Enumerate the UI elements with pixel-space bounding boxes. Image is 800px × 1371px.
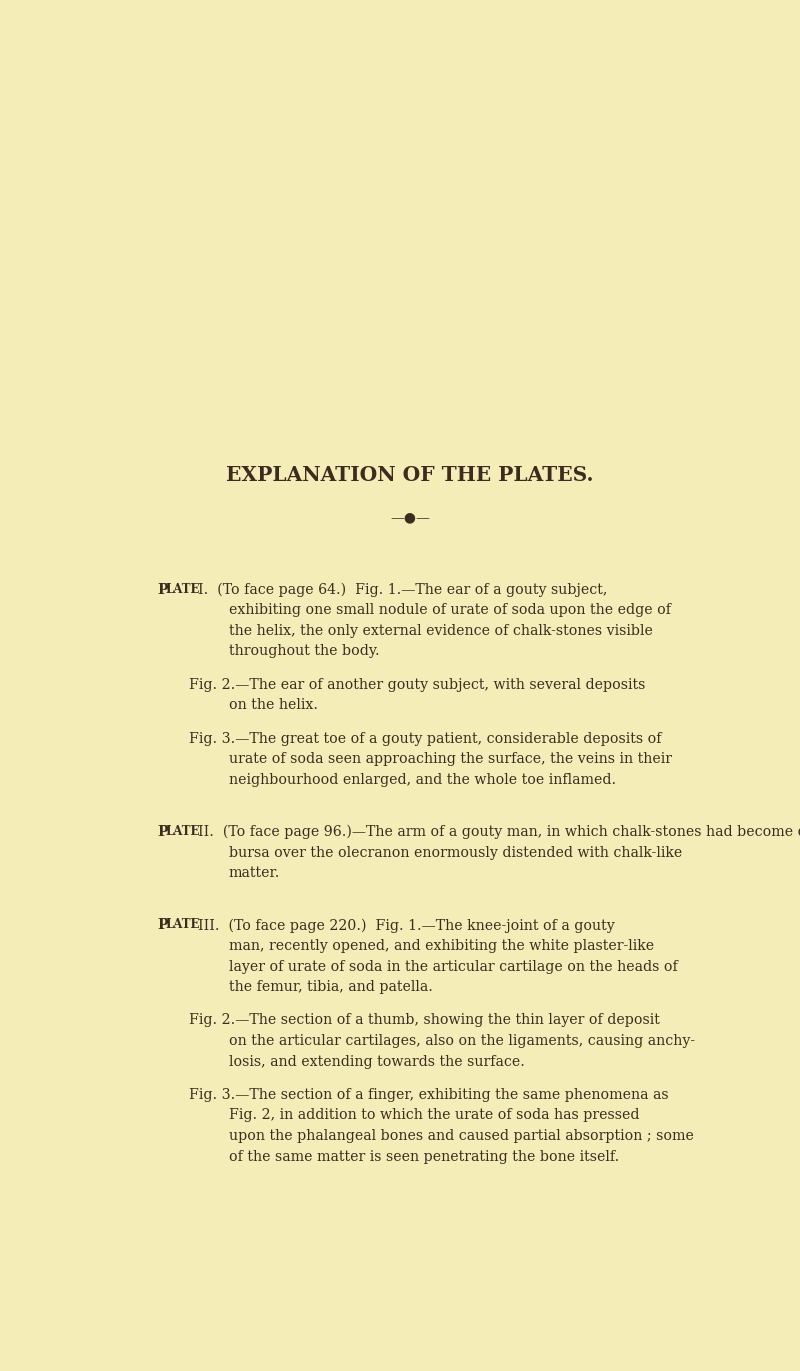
Text: LATE: LATE bbox=[166, 583, 200, 596]
Text: Fig. 3.—The great toe of a gouty patient, considerable deposits of: Fig. 3.—The great toe of a gouty patient… bbox=[189, 732, 661, 746]
Text: of the same matter is seen penetrating the bone itself.: of the same matter is seen penetrating t… bbox=[229, 1150, 619, 1164]
Text: Fig. 2, in addition to which the urate of soda has pressed: Fig. 2, in addition to which the urate o… bbox=[229, 1108, 639, 1123]
Text: Fig. 2.—The ear of another gouty subject, with several deposits: Fig. 2.—The ear of another gouty subject… bbox=[189, 677, 645, 692]
Text: man, recently opened, and exhibiting the white plaster-like: man, recently opened, and exhibiting the… bbox=[229, 939, 654, 953]
Text: I.  (To face page 64.)  Fig. 1.—The ear of a gouty subject,: I. (To face page 64.) Fig. 1.—The ear of… bbox=[198, 583, 607, 598]
Text: —●—: —●— bbox=[390, 510, 430, 525]
Text: upon the phalangeal bones and caused partial absorption ; some: upon the phalangeal bones and caused par… bbox=[229, 1130, 694, 1143]
Text: LATE: LATE bbox=[166, 825, 200, 838]
Text: layer of urate of soda in the articular cartilage on the heads of: layer of urate of soda in the articular … bbox=[229, 960, 678, 973]
Text: III.  (To face page 220.)  Fig. 1.—The knee-joint of a gouty: III. (To face page 220.) Fig. 1.—The kne… bbox=[198, 919, 614, 932]
Text: exhibiting one small nodule of urate of soda upon the edge of: exhibiting one small nodule of urate of … bbox=[229, 603, 671, 617]
Text: urate of soda seen approaching the surface, the veins in their: urate of soda seen approaching the surfa… bbox=[229, 753, 672, 766]
Text: II.  (To face page 96.)—The arm of a gouty man, in which chalk-stones had become: II. (To face page 96.)—The arm of a gout… bbox=[198, 825, 800, 839]
Text: EXPLANATION OF THE PLATES.: EXPLANATION OF THE PLATES. bbox=[226, 465, 594, 485]
Text: on the helix.: on the helix. bbox=[229, 698, 318, 713]
Text: P: P bbox=[158, 919, 168, 932]
Text: throughout the body.: throughout the body. bbox=[229, 644, 379, 658]
Text: matter.: matter. bbox=[229, 866, 280, 880]
Text: P: P bbox=[158, 825, 168, 839]
Text: the femur, tibia, and patella.: the femur, tibia, and patella. bbox=[229, 980, 433, 994]
Text: neighbourhood enlarged, and the whole toe inflamed.: neighbourhood enlarged, and the whole to… bbox=[229, 773, 616, 787]
Text: on the articular cartilages, also on the ligaments, causing anchy-: on the articular cartilages, also on the… bbox=[229, 1034, 695, 1047]
Text: Fig. 3.—The section of a finger, exhibiting the same phenomena as: Fig. 3.—The section of a finger, exhibit… bbox=[189, 1087, 668, 1102]
Text: the helix, the only external evidence of chalk-stones visible: the helix, the only external evidence of… bbox=[229, 624, 653, 638]
Text: bursa over the olecranon enormously distended with chalk-like: bursa over the olecranon enormously dist… bbox=[229, 846, 682, 860]
Text: LATE: LATE bbox=[166, 919, 200, 931]
Text: Fig. 2.—The section of a thumb, showing the thin layer of deposit: Fig. 2.—The section of a thumb, showing … bbox=[189, 1013, 659, 1027]
Text: P: P bbox=[158, 583, 168, 596]
Text: losis, and extending towards the surface.: losis, and extending towards the surface… bbox=[229, 1054, 525, 1068]
